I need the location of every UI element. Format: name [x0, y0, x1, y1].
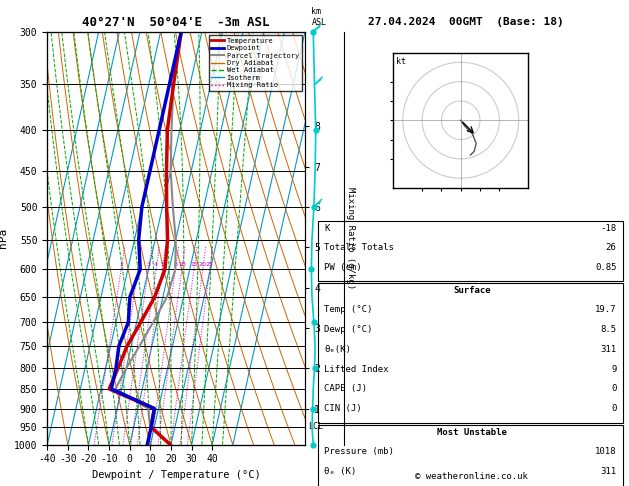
Text: Temp (°C): Temp (°C) — [324, 305, 372, 314]
Text: 0.85: 0.85 — [595, 263, 616, 273]
Text: 311: 311 — [600, 467, 616, 476]
Text: 311: 311 — [600, 345, 616, 354]
Text: Most Unstable: Most Unstable — [437, 428, 507, 437]
Text: Dewp (°C): Dewp (°C) — [324, 325, 372, 334]
Text: -18: -18 — [600, 224, 616, 233]
Text: CIN (J): CIN (J) — [324, 404, 362, 414]
Text: 0: 0 — [611, 404, 616, 414]
X-axis label: Dewpoint / Temperature (°C): Dewpoint / Temperature (°C) — [92, 470, 260, 480]
Text: 20: 20 — [199, 262, 207, 267]
Text: K: K — [324, 224, 330, 233]
Text: 15: 15 — [190, 262, 198, 267]
Text: 8: 8 — [174, 262, 177, 267]
Text: 0: 0 — [611, 384, 616, 394]
Text: LCL: LCL — [308, 422, 323, 431]
Text: km
ASL: km ASL — [311, 7, 326, 27]
Text: 19.7: 19.7 — [595, 305, 616, 314]
Text: 8.5: 8.5 — [600, 325, 616, 334]
Text: 27.04.2024  00GMT  (Base: 18): 27.04.2024 00GMT (Base: 18) — [367, 17, 564, 27]
Text: 3: 3 — [147, 262, 150, 267]
Text: Lifted Index: Lifted Index — [324, 364, 389, 374]
Title: 40°27'N  50°04'E  -3m ASL: 40°27'N 50°04'E -3m ASL — [82, 16, 270, 29]
Text: 5: 5 — [160, 262, 164, 267]
Text: © weatheronline.co.uk: © weatheronline.co.uk — [415, 472, 528, 481]
Legend: Temperature, Dewpoint, Parcel Trajectory, Dry Adiabat, Wet Adiabat, Isotherm, Mi: Temperature, Dewpoint, Parcel Trajectory… — [208, 35, 301, 91]
Text: Totals Totals: Totals Totals — [324, 243, 394, 253]
Text: 2: 2 — [136, 262, 140, 267]
Text: Pressure (mb): Pressure (mb) — [324, 447, 394, 456]
Text: 4: 4 — [154, 262, 158, 267]
Text: 1018: 1018 — [595, 447, 616, 456]
Y-axis label: Mixing Ratio (g/kg): Mixing Ratio (g/kg) — [346, 187, 355, 289]
Text: 25: 25 — [206, 262, 214, 267]
Text: CAPE (J): CAPE (J) — [324, 384, 367, 394]
Text: PW (cm): PW (cm) — [324, 263, 362, 273]
Text: kt: kt — [396, 57, 406, 66]
Text: Surface: Surface — [453, 286, 491, 295]
Text: 10: 10 — [178, 262, 186, 267]
Y-axis label: hPa: hPa — [0, 228, 8, 248]
Text: 1: 1 — [119, 262, 123, 267]
Text: θₑ (K): θₑ (K) — [324, 467, 356, 476]
Text: 26: 26 — [606, 243, 616, 253]
Text: θₑ(K): θₑ(K) — [324, 345, 351, 354]
Text: 9: 9 — [611, 364, 616, 374]
